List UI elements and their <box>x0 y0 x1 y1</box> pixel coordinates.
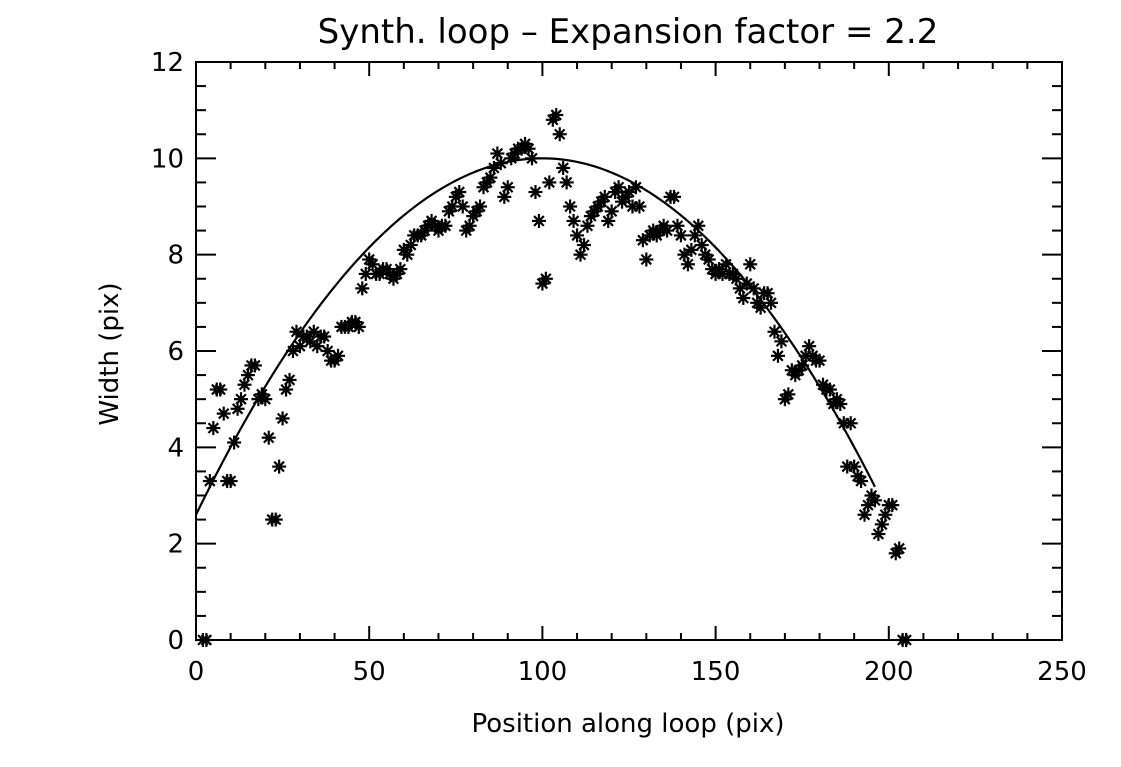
data-point <box>736 291 751 306</box>
data-point <box>455 199 470 214</box>
data-point <box>764 295 779 310</box>
data-point <box>660 223 675 238</box>
data-point <box>843 416 858 431</box>
data-point <box>234 392 249 407</box>
data-point <box>576 238 591 253</box>
y-tick-label: 6 <box>167 337 184 367</box>
data-point <box>275 411 290 426</box>
data-point <box>500 180 515 195</box>
data-point <box>282 372 297 387</box>
data-point <box>667 189 682 204</box>
data-point <box>317 329 332 344</box>
data-point <box>206 421 221 436</box>
data-point <box>639 252 654 267</box>
data-point <box>393 262 408 277</box>
data-point <box>597 189 612 204</box>
data-point <box>570 228 585 243</box>
data-point <box>549 107 564 122</box>
plot-frame <box>195 61 1063 641</box>
data-point <box>604 204 619 219</box>
data-point <box>331 348 346 363</box>
data-point <box>628 180 643 195</box>
data-point <box>632 199 647 214</box>
data-point <box>781 387 796 402</box>
y-tick-label: 4 <box>167 433 184 463</box>
data-point <box>258 392 273 407</box>
y-tick-label: 0 <box>167 626 184 656</box>
data-point <box>774 334 789 349</box>
x-tick-label: 150 <box>691 657 741 687</box>
data-point <box>452 185 467 200</box>
data-point <box>822 382 837 397</box>
data-point <box>247 358 262 373</box>
data-point <box>673 228 688 243</box>
data-point <box>538 271 553 286</box>
data-point <box>542 175 557 190</box>
data-point <box>473 199 488 214</box>
y-tick-label: 10 <box>151 144 184 174</box>
x-tick-label: 0 <box>188 657 205 687</box>
data-point <box>272 459 287 474</box>
data-point <box>552 127 567 142</box>
x-tick-label: 50 <box>353 657 386 687</box>
data-point <box>559 175 574 190</box>
x-tick-label: 200 <box>864 657 914 687</box>
data-point <box>351 319 366 334</box>
data-point <box>885 498 900 513</box>
data-point <box>867 493 882 508</box>
data-point <box>680 257 695 272</box>
data-point <box>743 257 758 272</box>
y-axis-label: Width (pix) <box>95 282 125 425</box>
x-axis-label: Position along loop (pix) <box>471 709 784 739</box>
scatter-markers <box>195 107 914 647</box>
data-point <box>566 213 581 228</box>
x-tick-label: 250 <box>1037 657 1087 687</box>
chart-title: Synth. loop – Expansion factor = 2.2 <box>318 12 939 52</box>
data-point <box>528 185 543 200</box>
data-point <box>268 512 283 527</box>
data-point <box>684 242 699 257</box>
data-point <box>531 213 546 228</box>
y-tick-label: 12 <box>151 48 184 78</box>
data-point <box>812 353 827 368</box>
fit-curve <box>195 157 876 516</box>
data-point <box>223 474 238 489</box>
axis-ticks <box>195 61 1063 641</box>
data-point <box>854 474 869 489</box>
data-point <box>767 324 782 339</box>
y-tick-label: 8 <box>167 241 184 271</box>
data-point <box>833 396 848 411</box>
data-point <box>213 382 228 397</box>
data-point <box>556 160 571 175</box>
data-point <box>216 406 231 421</box>
data-point <box>611 180 626 195</box>
data-point <box>892 541 907 556</box>
data-point <box>746 281 761 296</box>
data-point <box>563 199 578 214</box>
data-point <box>770 348 785 363</box>
y-tick-label: 2 <box>167 530 184 560</box>
data-point <box>261 430 276 445</box>
x-tick-label: 100 <box>518 657 568 687</box>
data-point <box>355 281 370 296</box>
data-point <box>438 218 453 233</box>
tick-labels: 0 50 100 150 200 250 0 2 4 6 8 10 12 <box>151 48 1087 687</box>
